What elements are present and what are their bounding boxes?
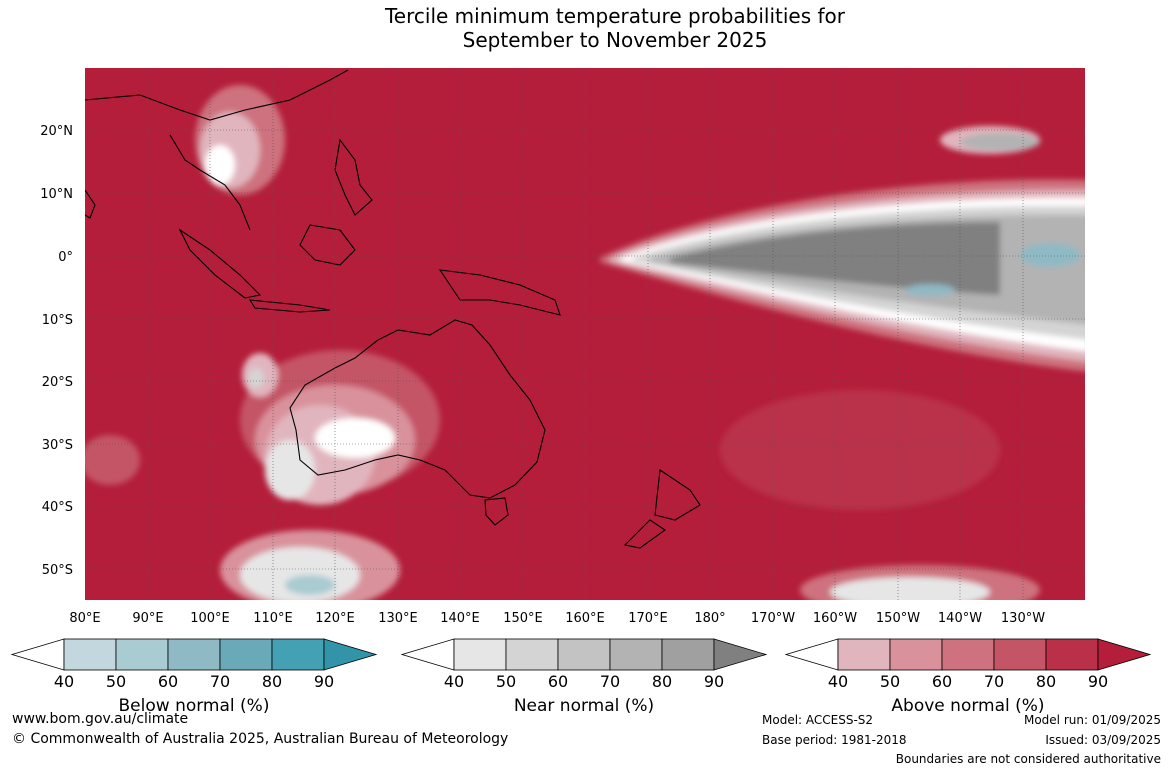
colorbar-segment	[993, 638, 1047, 671]
lon-label: 160°E	[565, 611, 605, 626]
lon-label: 170°W	[751, 611, 795, 626]
colorbar-tick-label: 80	[1036, 672, 1056, 691]
lat-label: 20°N	[40, 124, 73, 139]
philippines-outline	[334, 138, 373, 216]
lon-label: 100°E	[190, 611, 230, 626]
longitude-labels: 80°E 90°E 100°E 110°E 120°E 130°E 140°E …	[69, 611, 1045, 626]
lon-label: 180°	[694, 611, 725, 626]
lon-label: 140°E	[440, 611, 480, 626]
lon-label: 150°E	[503, 611, 543, 626]
colorbar-tick-label: 70	[600, 672, 620, 691]
lon-label: 130°W	[1001, 611, 1045, 626]
lon-label: 150°W	[876, 611, 920, 626]
colorbar-segment	[557, 638, 611, 671]
colorbar-tick-label: 80	[262, 672, 282, 691]
borneo-outline	[299, 224, 356, 266]
disclaimer-text: Boundaries are not considered authoritat…	[895, 752, 1161, 766]
colorbar-segment	[1045, 638, 1099, 671]
colorbar-tick-label: 90	[1088, 672, 1108, 691]
colorbar-tick-label: 70	[210, 672, 230, 691]
colorbar-tick-label: 60	[548, 672, 568, 691]
colorbar-tick-label: 50	[106, 672, 126, 691]
lon-label: 120°E	[315, 611, 355, 626]
colorbar-segment	[115, 638, 169, 671]
new-zealand-outline	[623, 469, 701, 549]
lat-label: 50°S	[42, 563, 73, 578]
coastlines	[85, 69, 701, 549]
copyright-text: © Commonwealth of Australia 2025, Austra…	[12, 731, 509, 747]
lon-label: 140°W	[938, 611, 982, 626]
colorbar-tick-label: 50	[880, 672, 900, 691]
india-coast	[85, 189, 96, 219]
colorbars: 40 50 60 70 80 90 40 50 60 70 80 90 40 50 60 70 80 90	[10, 638, 1152, 691]
australia-outline	[289, 319, 546, 499]
colorbar-segment	[889, 638, 943, 671]
colorbar-extend-high	[1097, 638, 1152, 671]
java-outline	[248, 299, 331, 313]
colorbar-tick-label: 50	[496, 672, 516, 691]
probability-field	[85, 68, 1085, 600]
colorbar-extend-low	[400, 638, 455, 671]
colorbar-tick-label: 70	[984, 672, 1004, 691]
colorbar-tick-label: 90	[314, 672, 334, 691]
chart-title: Tercile minimum temperature probabilitie…	[0, 4, 1173, 52]
colorbar-segment	[453, 638, 507, 671]
australia-patch	[240, 350, 440, 505]
colorbar-tick-label: 40	[828, 672, 848, 691]
lat-label: 10°N	[40, 187, 73, 202]
colorbar-extend-low	[10, 638, 65, 671]
base-period-text: Base period: 1981-2018	[762, 733, 907, 747]
below-normal-label: Below normal (%)	[118, 696, 270, 716]
colorbar-segment	[609, 638, 663, 671]
colorbar-tick-label: 90	[704, 672, 724, 691]
colorbar-tick-label: 60	[932, 672, 952, 691]
model-text: Model: ACCESS-S2	[762, 713, 874, 727]
colorbar-segment	[661, 638, 715, 671]
indochina-patch	[195, 85, 285, 195]
colorbar-tick-label: 80	[652, 672, 672, 691]
lon-label: 160°W	[813, 611, 857, 626]
colorbar-segment	[219, 638, 273, 671]
issued-text: Issued: 03/09/2025	[1045, 733, 1161, 747]
title-line-1: Tercile minimum temperature probabilitie…	[384, 4, 846, 28]
lat-label: 40°S	[42, 500, 73, 515]
colorbar-extend-high	[713, 638, 768, 671]
colorbar-extend-low	[784, 638, 839, 671]
colorbar-segment	[505, 638, 559, 671]
colorbar-segment	[271, 638, 325, 671]
lat-label: 30°S	[42, 438, 73, 453]
lat-label: 10°S	[42, 313, 73, 328]
colorbar-tick-label: 40	[444, 672, 464, 691]
lon-label: 110°E	[253, 611, 293, 626]
pacific-tongue	[600, 126, 1085, 372]
lat-label: 0°	[58, 250, 73, 265]
tasmania-outline	[484, 497, 509, 526]
colorbar-segment	[167, 638, 221, 671]
website-link[interactable]: www.bom.gov.au/climate	[12, 711, 189, 727]
lon-label: 130°E	[378, 611, 418, 626]
lon-label: 90°E	[132, 611, 163, 626]
model-run-text: Model run: 01/09/2025	[1023, 713, 1161, 727]
lat-label: 20°S	[42, 375, 73, 390]
title-line-2: September to November 2025	[462, 28, 768, 52]
sumatra-outline	[178, 228, 262, 299]
asia-coast	[85, 69, 349, 231]
lon-label: 170°E	[628, 611, 668, 626]
colorbar-segment	[63, 638, 117, 671]
above-normal-label: Above normal (%)	[891, 696, 1045, 716]
latitude-labels: 20°N 10°N 0° 10°S 20°S 30°S 40°S 50°S	[40, 124, 73, 578]
colorbar-segment	[941, 638, 995, 671]
new-guinea-outline	[438, 269, 561, 316]
southern-ocean-patch	[85, 390, 1040, 600]
colorbar-tick-label: 60	[158, 672, 178, 691]
near-normal-label: Near normal (%)	[513, 696, 655, 716]
colorbar-segment	[837, 638, 891, 671]
colorbar-tick-label: 40	[54, 672, 74, 691]
colorbar-extend-high	[323, 638, 378, 671]
lon-label: 80°E	[69, 611, 100, 626]
